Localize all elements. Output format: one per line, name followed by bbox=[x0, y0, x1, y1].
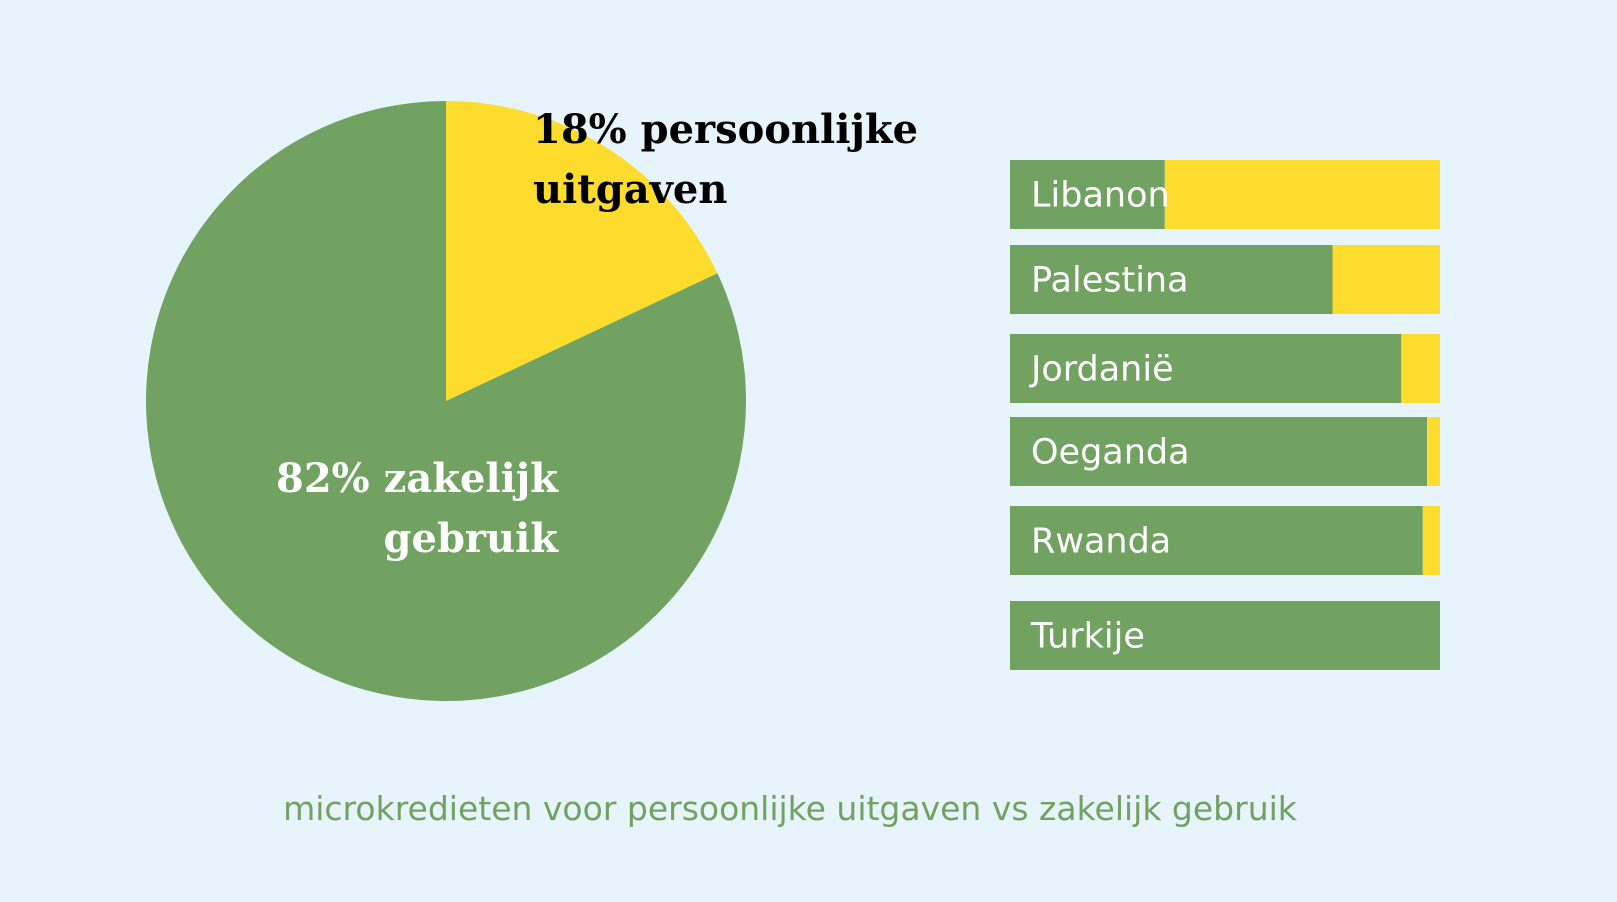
bar-category-label: Oeganda bbox=[1031, 433, 1190, 473]
pie-label-line: 18% persoonlijke bbox=[533, 106, 918, 153]
pie-label-line: 82% zakelijk bbox=[276, 455, 559, 502]
bar-segment-personal bbox=[1332, 245, 1440, 314]
pie-label-business: 82% zakelijk gebruik bbox=[276, 455, 559, 562]
bar-category-label: Turkije bbox=[1030, 617, 1145, 657]
bar-segment-personal bbox=[1427, 417, 1440, 486]
bar-row: Palestina bbox=[1010, 245, 1440, 314]
bar-row: Rwanda bbox=[1010, 506, 1440, 575]
bar-row: Oeganda bbox=[1010, 417, 1440, 486]
pie-slice-personal bbox=[446, 101, 718, 401]
bar-category-label: Jordanië bbox=[1029, 350, 1174, 390]
bar-segment-business bbox=[1010, 601, 1440, 670]
chart-caption: microkredieten voor persoonlijke uitgave… bbox=[283, 789, 1298, 828]
bar-segment-business bbox=[1010, 334, 1402, 403]
bar-row: Jordanië bbox=[1010, 334, 1440, 403]
pie-label-personal: 18% persoonlijke uitgaven bbox=[533, 106, 918, 213]
pie-slice-business bbox=[146, 101, 747, 701]
bar-segment-business bbox=[1010, 506, 1423, 575]
bar-category-label: Palestina bbox=[1031, 261, 1189, 301]
pie-chart: 18% persoonlijke uitgaven 82% zakelijk gebr… bbox=[146, 101, 918, 701]
bar-segment-personal bbox=[1164, 160, 1440, 229]
bar-segment-business bbox=[1010, 245, 1333, 314]
pie-label-line: gebruik bbox=[384, 515, 560, 562]
bar-category-label: Libanon bbox=[1031, 176, 1170, 216]
bar-row: Turkije bbox=[1010, 601, 1440, 670]
bar-segment-business bbox=[1010, 417, 1428, 486]
bar-segment-personal bbox=[1401, 334, 1440, 403]
bar-segment-business bbox=[1010, 160, 1165, 229]
bar-segment-personal bbox=[1422, 506, 1440, 575]
bar-row: Libanon bbox=[1010, 160, 1440, 229]
bar-category-label: Rwanda bbox=[1031, 522, 1171, 562]
pie-label-line: uitgaven bbox=[533, 166, 727, 213]
stacked-bar-chart: Libanon Palestina Jordanië Oeganda Rwanda Tur… bbox=[1010, 160, 1440, 670]
